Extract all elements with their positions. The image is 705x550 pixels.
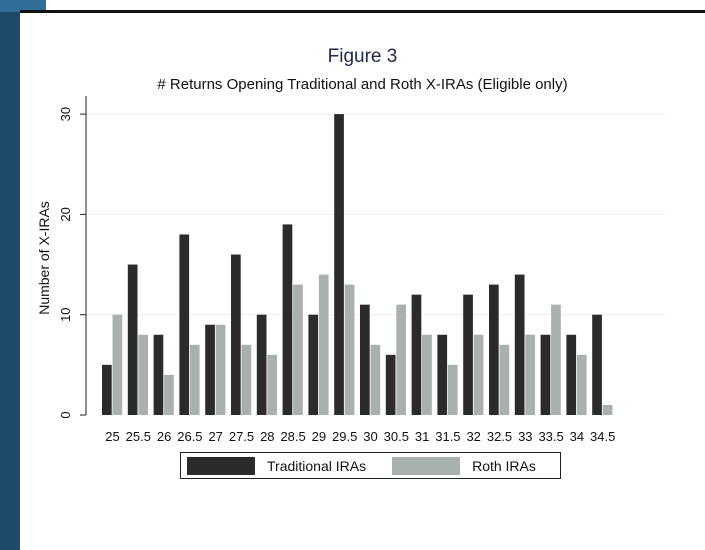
legend-label-roth: Roth IRAs — [472, 457, 536, 474]
bar-roth — [447, 364, 458, 415]
top-rule — [20, 10, 705, 13]
bar-roth — [293, 284, 303, 415]
bar-traditional — [282, 224, 293, 415]
bar-traditional — [489, 284, 499, 415]
bar-traditional — [308, 314, 319, 415]
bar-roth — [396, 304, 406, 415]
bar-roth — [164, 374, 174, 415]
y-tick-label: 10 — [58, 307, 73, 321]
bar-roth — [241, 344, 252, 415]
y-tick-label: 0 — [58, 411, 73, 418]
bar-traditional — [153, 334, 164, 415]
bar-traditional — [437, 334, 448, 415]
x-tick-label: 30 — [363, 429, 377, 444]
legend-swatch-traditional — [187, 456, 255, 475]
bar-traditional — [566, 334, 577, 415]
legend-item-roth: Roth IRAs — [392, 456, 536, 475]
x-tick-label: 25 — [105, 429, 119, 444]
legend-item-traditional: Traditional IRAs — [187, 456, 367, 475]
bar-traditional — [514, 274, 525, 415]
x-tick-label: 34 — [570, 429, 584, 444]
bar-roth — [499, 344, 510, 415]
y-axis-title: Number of X-IRAs — [36, 201, 52, 315]
x-tick-label: 31 — [415, 429, 429, 444]
bar-roth — [318, 274, 329, 415]
bar-roth — [422, 334, 432, 415]
legend-swatch-roth — [392, 456, 461, 475]
x-tick-label: 33 — [518, 429, 532, 444]
bar-traditional — [592, 314, 602, 415]
bar-traditional — [463, 294, 473, 415]
x-tick-label: 32 — [466, 429, 480, 444]
bar-traditional — [411, 294, 422, 415]
left-frame-bar — [0, 0, 20, 550]
legend-label-traditional: Traditional IRAs — [267, 457, 367, 474]
bar-roth — [267, 354, 277, 415]
x-tick-label: 29 — [312, 429, 326, 444]
bar-traditional — [127, 264, 138, 415]
bar-traditional — [256, 314, 267, 415]
chart-legend: Traditional IRAs Roth IRAs — [180, 452, 561, 479]
bar-traditional — [360, 304, 370, 415]
x-tick-label: 34.5 — [590, 429, 615, 444]
bar-traditional — [385, 354, 396, 415]
bar-traditional — [540, 334, 551, 415]
bar-roth — [112, 314, 123, 415]
y-tick-label: 30 — [58, 107, 73, 121]
bar-traditional — [231, 254, 241, 415]
y-tick-label: 20 — [58, 207, 73, 221]
bar-roth — [344, 284, 355, 415]
x-tick-label: 26 — [157, 429, 171, 444]
x-tick-label: 28 — [260, 429, 274, 444]
x-tick-label: 31.5 — [435, 429, 460, 444]
x-tick-label: 25.5 — [126, 429, 151, 444]
bar-roth — [551, 304, 561, 415]
bar-traditional — [205, 324, 215, 415]
bar-traditional — [334, 114, 344, 415]
bar-roth — [473, 334, 484, 415]
bar-traditional — [179, 234, 190, 415]
bar-roth — [189, 344, 200, 415]
x-tick-label: 30.5 — [384, 429, 409, 444]
bar-roth — [138, 334, 148, 415]
bar-roth — [370, 344, 381, 415]
x-tick-label: 32.5 — [487, 429, 512, 444]
bar-roth — [215, 324, 226, 415]
x-tick-label: 29.5 — [332, 429, 357, 444]
figure-title: Figure 3 — [327, 46, 398, 67]
bar-roth — [602, 404, 613, 415]
x-tick-label: 33.5 — [538, 429, 563, 444]
chart-subtitle: # Returns Opening Traditional and Roth X… — [157, 76, 568, 93]
bar-roth — [576, 354, 587, 415]
x-tick-label: 26.5 — [177, 429, 202, 444]
bar-traditional — [102, 364, 112, 415]
x-tick-label: 28.5 — [280, 429, 305, 444]
x-tick-label: 27 — [208, 429, 222, 444]
x-tick-label: 27.5 — [229, 429, 254, 444]
corner-tab — [0, 0, 46, 12]
bar-roth — [525, 334, 535, 415]
